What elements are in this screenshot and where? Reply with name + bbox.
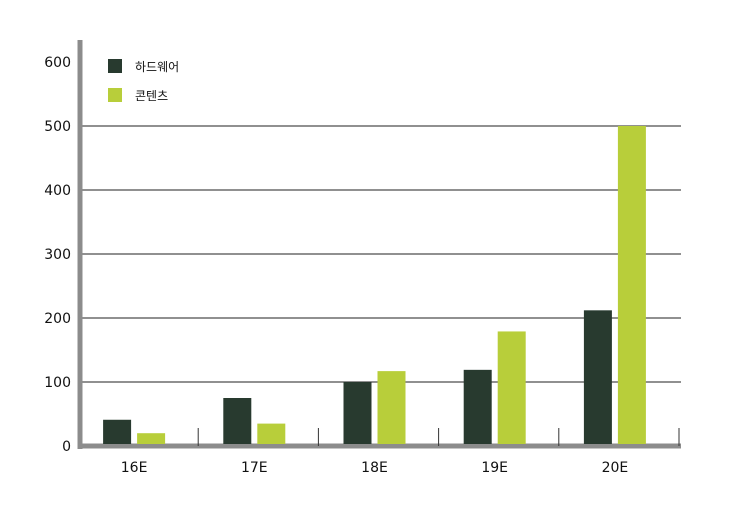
- bar-20E-contents: [617, 126, 646, 444]
- y-tick-labels: 0 100 200 300 400 500 600: [44, 55, 71, 455]
- axes: [77, 40, 681, 449]
- grid-lines: [80, 125, 681, 383]
- y-tick-label-600: 600: [44, 55, 71, 71]
- y-tick-label-500: 500: [44, 119, 71, 135]
- legend-swatch-contents: [108, 88, 122, 102]
- bar-19E-contents: [497, 331, 526, 444]
- bar-18E-contents: [377, 371, 406, 444]
- bar-16E-hardware: [103, 419, 132, 444]
- legend: 하드웨어 콘텐츠: [108, 59, 179, 103]
- y-tick-label-100: 100: [44, 375, 71, 391]
- x-tick-label-20E: 20E: [602, 460, 629, 476]
- x-tick-label-19E: 19E: [481, 460, 508, 476]
- y-tick-label-400: 400: [44, 183, 71, 199]
- bar-17E-hardware: [223, 398, 252, 444]
- y-tick-label-200: 200: [44, 311, 71, 327]
- y-tick-label-300: 300: [44, 247, 71, 263]
- bars: [103, 126, 646, 444]
- x-tick-label-16E: 16E: [121, 460, 148, 476]
- x-tick-label-18E: 18E: [361, 460, 388, 476]
- bar-16E-contents: [137, 433, 166, 444]
- bar-19E-hardware: [463, 369, 492, 444]
- legend-label-contents: 콘텐츠: [135, 89, 168, 103]
- x-tick-labels: 16E 17E 18E 19E 20E: [121, 460, 628, 476]
- bar-18E-hardware: [343, 382, 372, 444]
- legend-swatch-hardware: [108, 59, 122, 73]
- bar-17E-contents: [257, 423, 286, 444]
- bar-20E-hardware: [583, 310, 612, 444]
- x-tick-label-17E: 17E: [241, 460, 268, 476]
- legend-label-hardware: 하드웨어: [135, 60, 179, 74]
- y-tick-label-0: 0: [62, 439, 71, 455]
